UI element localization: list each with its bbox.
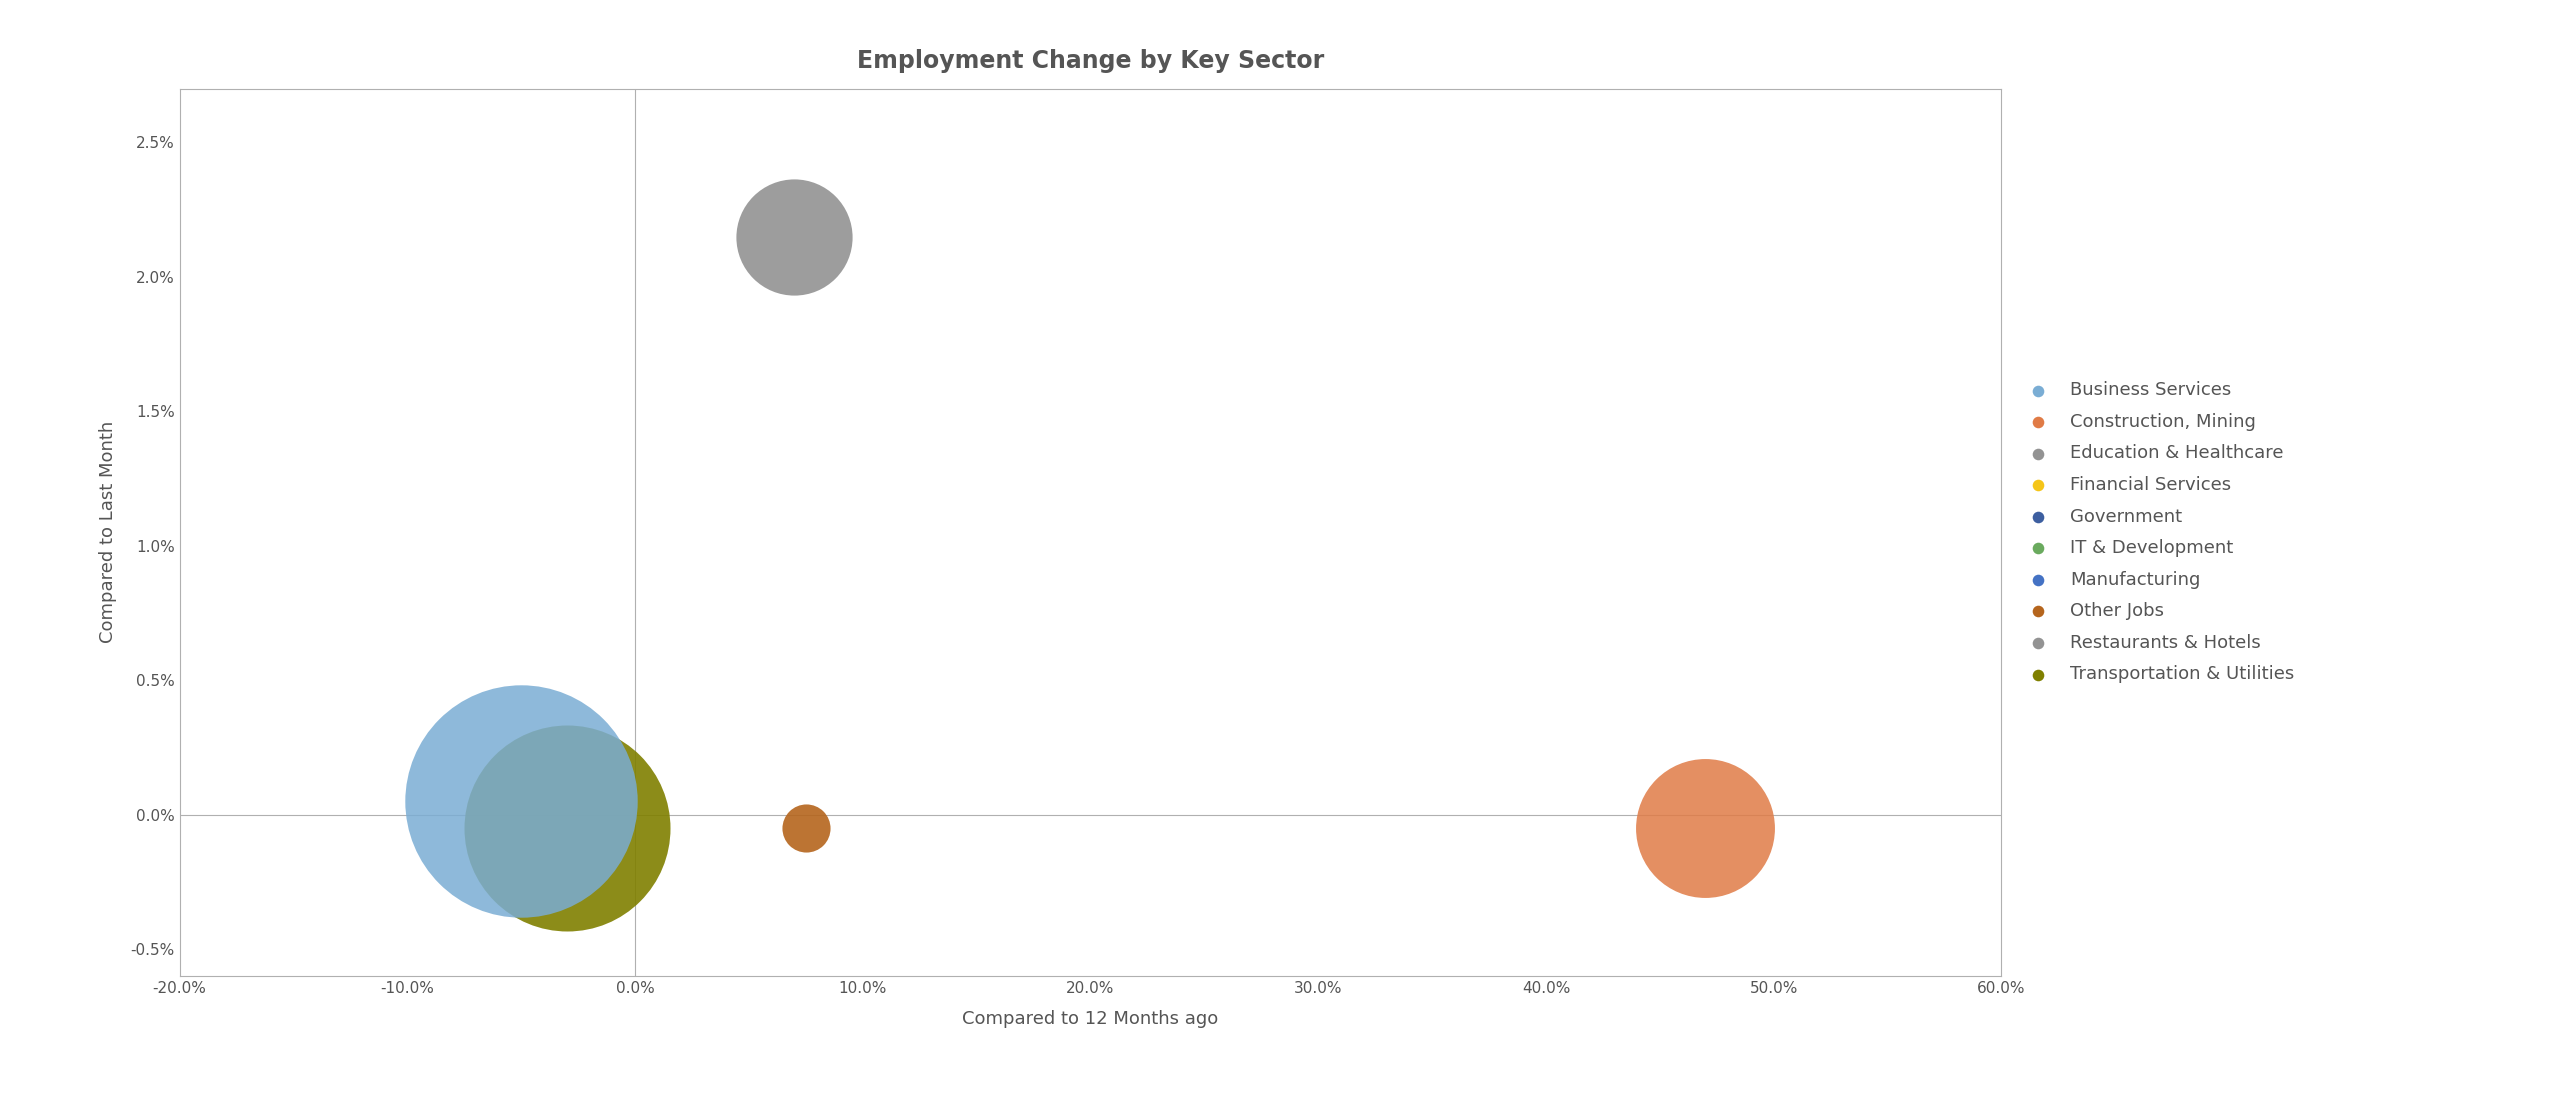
Legend: Business Services, Construction, Mining, Education & Healthcare, Financial Servi: Business Services, Construction, Mining,…: [2019, 381, 2294, 683]
Point: [500, 792, 541, 810]
Point: [785, 820, 826, 837]
Point: [775, 227, 816, 245]
Title: Employment Change by Key Sector: Employment Change by Key Sector: [857, 49, 1324, 73]
Y-axis label: Compared to Last Month: Compared to Last Month: [98, 421, 115, 643]
Point: [547, 820, 588, 837]
Point: [1686, 820, 1727, 837]
X-axis label: Compared to 12 Months ago: Compared to 12 Months ago: [962, 1009, 1219, 1028]
